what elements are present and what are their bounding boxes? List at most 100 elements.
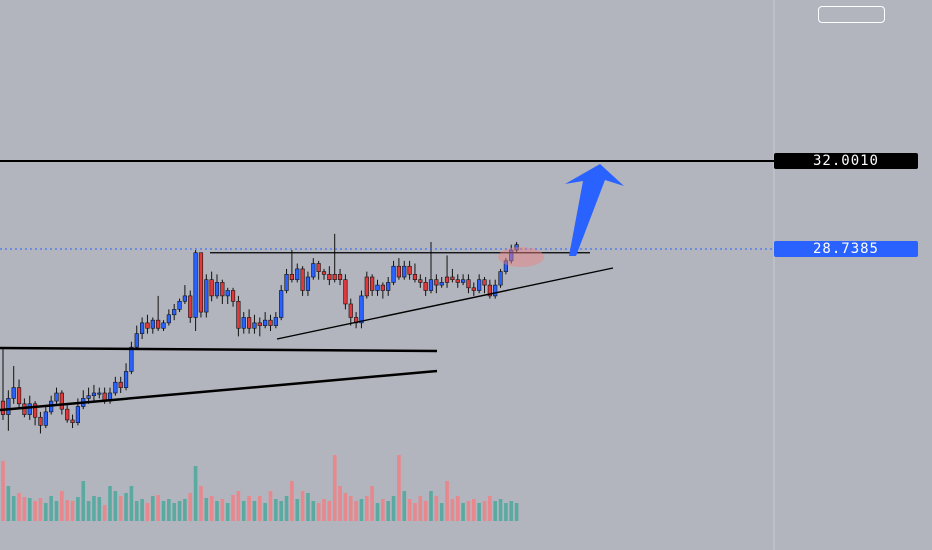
toolbar-box[interactable]	[818, 6, 885, 23]
candle-body	[268, 319, 273, 326]
volume-bar	[274, 499, 278, 521]
volume-bar	[509, 501, 514, 521]
candle-body	[134, 333, 139, 348]
candle-body	[123, 371, 129, 388]
volume-bar	[167, 499, 171, 521]
candle-body	[487, 284, 492, 297]
candle-body	[471, 287, 476, 291]
volume-bar	[215, 501, 219, 521]
candle-body	[54, 392, 59, 402]
candle-body	[11, 387, 16, 399]
volume-bar	[413, 503, 417, 521]
volume-bar	[6, 486, 11, 521]
candle-body	[156, 319, 161, 329]
candle-body	[247, 317, 252, 329]
candle-body	[43, 411, 48, 426]
candle-body	[86, 395, 91, 399]
volume-bar	[311, 501, 316, 521]
candle-body	[27, 403, 32, 415]
volume-bar	[284, 496, 289, 521]
candle-body	[289, 274, 295, 281]
volume-bar	[188, 493, 193, 521]
volume-bar	[172, 503, 176, 521]
candle-body	[444, 276, 450, 283]
volume-bar	[279, 501, 283, 521]
volume-bar	[263, 503, 267, 521]
candle-body	[428, 279, 434, 291]
volume-bar	[455, 496, 460, 521]
candle-body	[257, 322, 262, 326]
volume-bar	[445, 481, 449, 521]
volume-bar	[477, 503, 481, 521]
candle-body	[503, 260, 509, 272]
volume-bar	[247, 496, 251, 521]
volume-bar	[434, 496, 439, 521]
candle-body	[204, 279, 209, 313]
volume-bar	[124, 493, 128, 521]
candle-body	[182, 295, 188, 302]
candle-body	[6, 398, 11, 415]
candle-body	[305, 276, 311, 291]
volume-bar	[177, 501, 182, 521]
range-top-line	[0, 346, 438, 353]
volume-bar	[332, 455, 337, 521]
candle-body	[161, 322, 166, 329]
candle-body	[188, 295, 193, 318]
candle-body	[97, 392, 102, 395]
volume-bar	[397, 455, 401, 521]
volume-bar	[322, 499, 326, 521]
candle-body	[370, 276, 375, 291]
candle-body	[514, 244, 519, 251]
candle-body	[220, 282, 225, 297]
volume-bar	[76, 497, 80, 521]
volume-bar	[193, 466, 198, 521]
volume-bar	[60, 491, 64, 521]
volume-bar	[418, 496, 423, 521]
candle-body	[386, 282, 391, 291]
candle-body	[230, 290, 236, 302]
candle-body	[380, 284, 385, 291]
volume-bar	[391, 496, 396, 521]
volume-bar	[49, 496, 53, 521]
volume-bar	[258, 496, 262, 521]
candle-body	[439, 282, 444, 286]
volume-bar	[70, 501, 75, 521]
candle-body	[348, 303, 353, 318]
volume-bar	[86, 501, 91, 521]
candle-body	[321, 271, 327, 275]
candle-body	[75, 406, 80, 423]
candle-body	[396, 265, 402, 278]
volume-bar	[220, 499, 225, 521]
volume-bar	[375, 503, 380, 521]
candle-body	[300, 268, 305, 291]
candle-body	[295, 268, 300, 281]
candle-body	[412, 274, 418, 281]
volume-bar	[11, 496, 16, 521]
volume-bar	[225, 503, 230, 521]
triangle-support-line	[276, 267, 614, 340]
candle-body	[359, 295, 364, 324]
volume-bars	[1, 455, 519, 521]
candle-body	[236, 300, 241, 329]
volume-bar	[498, 499, 503, 521]
volume-bar	[102, 505, 107, 521]
volume-bar	[183, 499, 187, 521]
volume-bar	[22, 497, 27, 521]
candle-body	[70, 419, 75, 423]
volume-bar	[343, 493, 348, 521]
volume-bar	[381, 499, 385, 521]
volume-bar	[145, 503, 150, 521]
candle-body	[38, 416, 43, 426]
volume-bar	[354, 501, 358, 521]
range-support-line	[0, 369, 438, 412]
candle-body	[252, 322, 257, 329]
candle-body	[279, 290, 284, 318]
candle-body	[91, 392, 97, 396]
candle-body	[407, 265, 412, 275]
candle-body	[493, 284, 498, 297]
volume-bar	[450, 499, 455, 521]
candle-body	[477, 279, 482, 291]
candle-body	[129, 346, 134, 372]
